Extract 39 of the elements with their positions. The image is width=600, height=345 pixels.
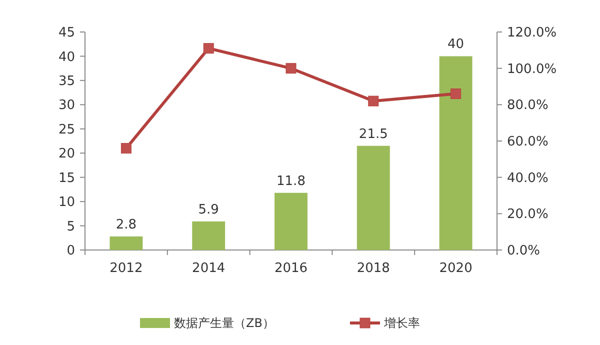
data-label: 21.5: [358, 126, 388, 142]
bar: [356, 146, 390, 250]
bar: [192, 221, 226, 250]
y-tick-label: 25: [58, 122, 75, 138]
point: [450, 88, 462, 100]
y2-tick-label: 40.0%: [507, 170, 548, 186]
y2-tick-label: 0.0%: [507, 244, 540, 259]
y-tick-label: 10: [58, 195, 75, 210]
point: [120, 143, 132, 154]
data-label: 40: [448, 37, 464, 52]
point: [203, 43, 214, 54]
x-tick-label: 2018: [356, 261, 390, 276]
y-tick-label: 35: [58, 74, 75, 89]
bar: [274, 192, 308, 250]
point: [368, 96, 379, 106]
y2-tick-label: 100.0%: [507, 62, 557, 77]
data-label: 5.9: [198, 202, 219, 218]
data-label: 2.8: [116, 217, 137, 232]
y-tick-label: 15: [58, 170, 75, 186]
y-tick-label: 40: [58, 50, 75, 65]
data-label: 11.8: [276, 174, 306, 189]
x-tick-label: 2012: [110, 261, 143, 276]
y-tick-label: 30: [58, 98, 75, 114]
y-tick-label: 45: [58, 26, 75, 41]
legend-label: 数据产生量（ZB）: [174, 316, 274, 330]
bar: [439, 56, 472, 250]
point: [286, 63, 296, 74]
x-tick-label: 2020: [439, 261, 472, 276]
legend-label: 增长率: [383, 316, 420, 330]
y-tick-label: 20: [58, 146, 75, 162]
y-tick-label: 5: [66, 219, 75, 234]
x-tick-label: 2016: [274, 261, 308, 276]
x-tick-label: 2014: [192, 261, 226, 276]
y2-tick-label: 80.0%: [507, 98, 548, 114]
bar: [110, 236, 143, 250]
y2-tick-label: 20.0%: [507, 207, 548, 222]
y-tick-label: 0: [66, 244, 75, 259]
y2-tick-label: 120.0%: [507, 26, 557, 41]
y2-tick-label: 60.0%: [507, 134, 548, 150]
